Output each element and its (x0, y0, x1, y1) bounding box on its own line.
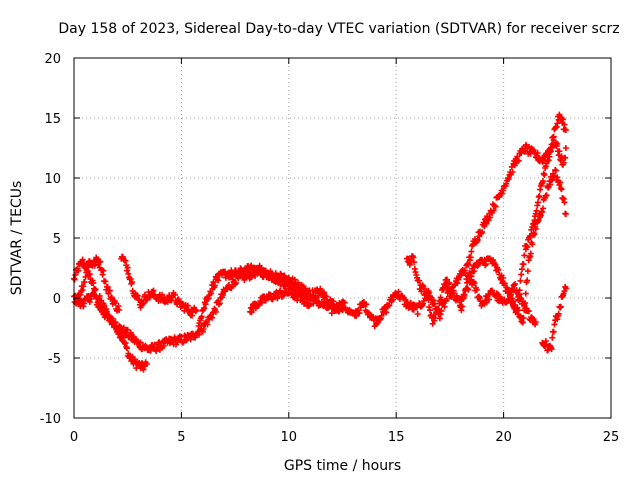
series-arc-e (195, 262, 346, 329)
data-point-markers (539, 283, 569, 354)
x-tick-label: 25 (603, 430, 620, 445)
chart-title: Day 158 of 2023, Sidereal Day-to-day VTE… (58, 21, 619, 37)
x-axis-label: GPS time / hours (284, 458, 401, 474)
series-arc-f (247, 285, 314, 316)
series-arc-c (73, 254, 123, 314)
data-point-markers (457, 111, 569, 316)
y-tick-label: 15 (44, 112, 61, 127)
data-point-markers (195, 262, 346, 329)
x-tick-label: 0 (70, 430, 78, 445)
y-tick-label: 5 (53, 232, 61, 247)
y-tick-label: -10 (40, 412, 61, 427)
x-tick-label: 20 (495, 430, 512, 445)
y-tick-label: 10 (44, 172, 61, 187)
series-arc-i (507, 166, 569, 326)
y-tick-label: 0 (53, 292, 61, 307)
series-arc-d (118, 253, 200, 319)
data-layer (71, 111, 569, 373)
series-arc-h (457, 111, 569, 316)
data-point-markers (118, 253, 200, 319)
y-tick-label: 20 (44, 52, 61, 67)
x-tick-label: 15 (388, 430, 405, 445)
grid-layer (74, 58, 611, 418)
x-tick-label: 10 (281, 430, 298, 445)
series-arc-j (539, 283, 569, 354)
data-point-markers (73, 254, 123, 314)
data-point-markers (247, 285, 314, 316)
data-point-markers (507, 166, 569, 326)
y-axis-label: SDTVAR / TECUs (9, 181, 25, 296)
y-tick-label: -5 (48, 352, 61, 367)
tick-layer: 0 5 10 15 20 25 -10 -5 0 5 10 15 20 (40, 52, 620, 445)
x-tick-label: 5 (177, 430, 185, 445)
